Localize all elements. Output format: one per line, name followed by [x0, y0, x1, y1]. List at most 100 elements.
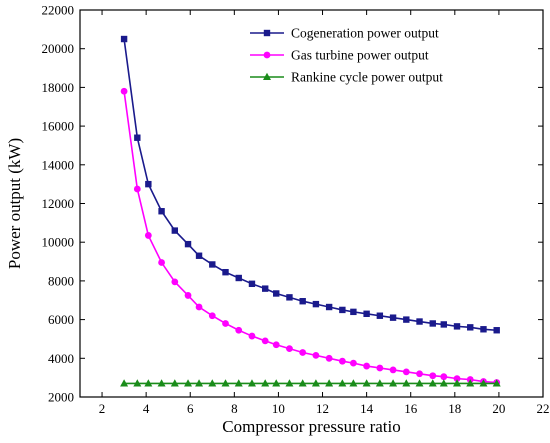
data-point	[171, 227, 179, 234]
data-point	[247, 379, 256, 387]
x-tick-label: 6	[187, 401, 194, 416]
legend-item: Cogeneration power output	[250, 26, 439, 41]
data-point	[428, 379, 437, 387]
data-point	[440, 373, 448, 381]
legend-marker	[263, 51, 271, 59]
legend-label: Gas turbine power output	[291, 48, 429, 63]
series-3	[120, 379, 501, 387]
data-point	[272, 379, 281, 387]
data-point	[208, 379, 217, 387]
series-1	[120, 35, 500, 334]
data-point	[453, 323, 461, 330]
data-point	[272, 341, 280, 349]
data-point	[195, 379, 204, 387]
y-tick-label: 18000	[42, 80, 75, 95]
data-point	[145, 180, 152, 188]
legend-marker	[263, 72, 271, 80]
data-point	[416, 318, 423, 325]
data-point	[493, 327, 500, 334]
data-point	[285, 379, 294, 387]
data-point	[273, 290, 280, 297]
legend-item: Rankine cycle power output	[250, 70, 443, 85]
data-point	[248, 280, 256, 288]
data-point	[184, 292, 192, 299]
data-point	[144, 379, 153, 387]
y-tick-label: 4000	[48, 351, 74, 366]
y-tick-label: 20000	[42, 41, 75, 56]
data-point	[416, 370, 423, 378]
data-point	[312, 300, 320, 308]
legend-item: Gas turbine power output	[250, 48, 429, 63]
data-point	[467, 324, 474, 331]
x-axis-title: Compressor pressure ratio	[222, 417, 400, 436]
x-tick-label: 16	[404, 401, 418, 416]
data-point	[325, 379, 334, 387]
data-point	[133, 185, 141, 193]
x-tick-label: 22	[537, 401, 550, 416]
y-axis-title: Power output (kW)	[5, 138, 24, 269]
x-tick-label: 20	[492, 401, 505, 416]
data-point	[120, 35, 128, 43]
x-tick-label: 2	[99, 401, 106, 416]
data-point	[221, 379, 230, 387]
plot-frame	[79, 9, 544, 398]
data-point	[234, 379, 243, 387]
legend-label: Rankine cycle power output	[291, 70, 443, 85]
data-point	[402, 368, 410, 376]
data-point	[403, 316, 410, 323]
data-point	[120, 379, 129, 387]
data-point	[466, 379, 475, 387]
axes: 2 4 6 8 10 12 14 16 18 20 22 2000 4000 6000 8000 10000 1…	[42, 3, 550, 417]
y-tick-label: 14000	[42, 157, 75, 172]
data-point	[286, 345, 293, 353]
data-point	[248, 332, 256, 340]
x-tick-label: 18	[448, 401, 461, 416]
data-point	[133, 379, 142, 387]
y-tick-label: 2000	[48, 390, 74, 405]
data-point	[134, 134, 141, 141]
data-point	[429, 320, 436, 327]
data-point	[298, 379, 307, 387]
series-2	[120, 87, 501, 386]
data-point	[349, 359, 357, 367]
data-point	[376, 364, 384, 372]
data-point	[479, 379, 488, 387]
x-tick-label: 10	[272, 401, 285, 416]
data-point	[120, 87, 128, 95]
data-point	[262, 285, 269, 292]
data-point	[429, 372, 437, 380]
y-tick-label: 8000	[48, 273, 74, 288]
data-point	[286, 294, 293, 301]
data-point	[453, 379, 462, 387]
data-point	[222, 268, 229, 276]
y-tick-label: 10000	[42, 235, 75, 250]
series-layer	[120, 35, 501, 387]
data-point	[375, 379, 384, 387]
data-point	[338, 357, 346, 365]
data-point	[339, 306, 346, 314]
data-point	[338, 379, 347, 387]
data-point	[195, 303, 203, 311]
data-point	[157, 379, 166, 387]
data-point	[170, 379, 179, 387]
data-point	[311, 379, 320, 387]
data-point	[480, 326, 487, 333]
data-point	[415, 379, 424, 387]
data-point	[209, 261, 216, 268]
y-tick-label: 16000	[42, 119, 75, 134]
data-point	[299, 298, 306, 305]
x-tick-label: 14	[360, 401, 374, 416]
data-point	[363, 310, 370, 317]
data-point	[171, 278, 179, 286]
data-point	[453, 375, 461, 383]
data-point	[389, 366, 397, 374]
data-point	[389, 379, 398, 387]
data-point	[363, 362, 371, 370]
data-point	[208, 312, 216, 320]
legend: Cogeneration power output Gas turbine pow…	[250, 26, 443, 85]
data-point	[144, 232, 152, 239]
data-point	[235, 326, 243, 334]
x-tick-label: 8	[231, 401, 238, 416]
x-tick-label: 4	[143, 401, 150, 416]
